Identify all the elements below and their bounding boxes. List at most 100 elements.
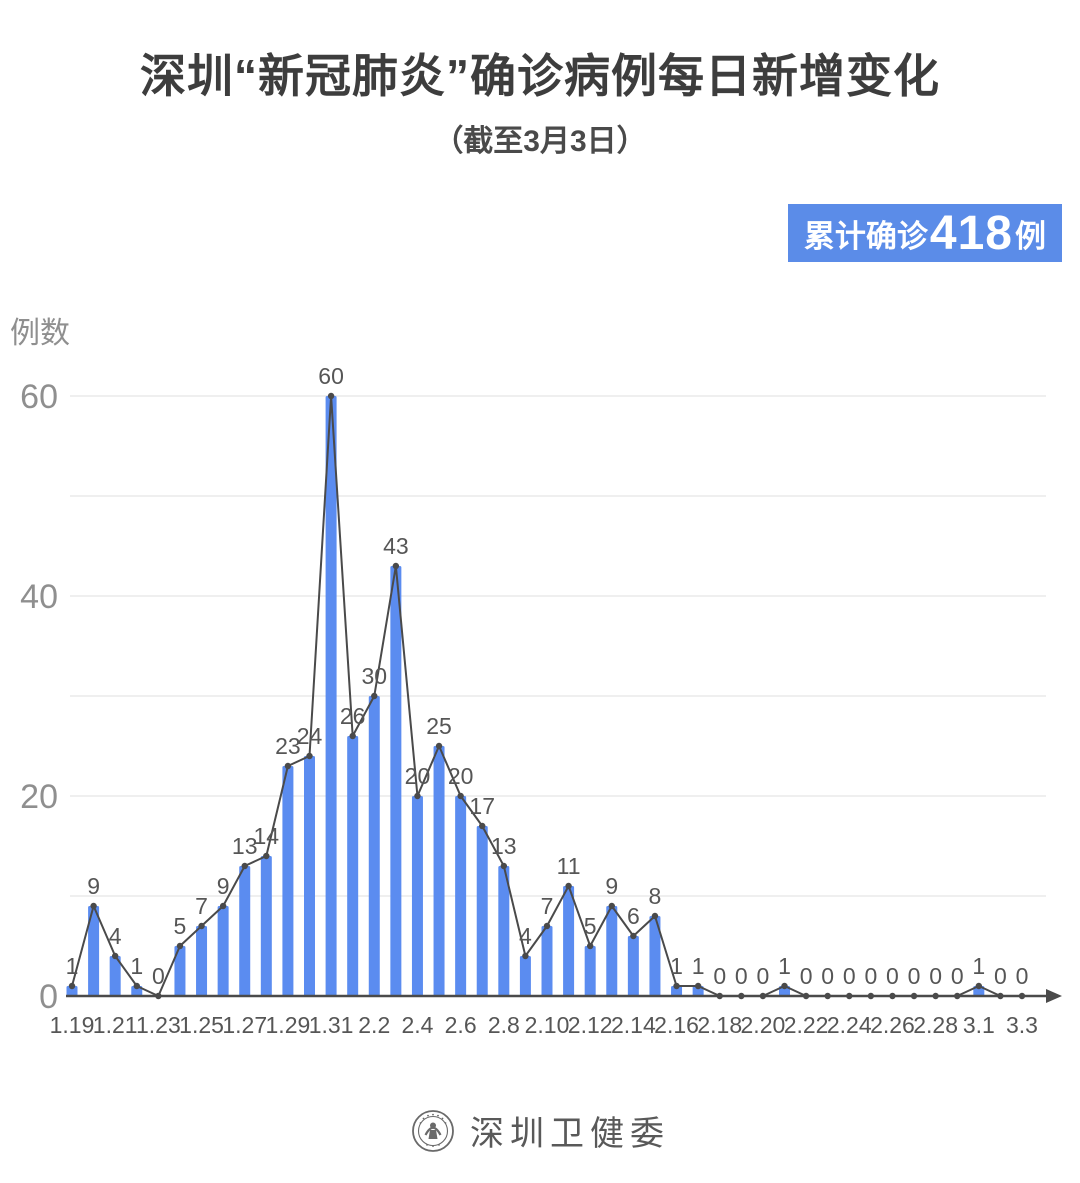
point-marker <box>565 882 572 890</box>
value-label: 17 <box>469 793 495 819</box>
point-marker <box>457 792 464 800</box>
value-label: 0 <box>864 963 877 989</box>
x-tick-label: 2.12 <box>568 1012 613 1038</box>
point-marker <box>522 952 529 960</box>
x-tick-label: 2.24 <box>827 1012 872 1038</box>
badge-suffix-label: 例 <box>1015 218 1046 254</box>
y-tick-label: 40 <box>20 578 58 616</box>
bar <box>692 986 704 996</box>
value-label: 1 <box>130 953 143 979</box>
point-marker <box>889 992 896 1000</box>
y-tick-label: 20 <box>20 778 58 816</box>
point-marker <box>219 902 227 910</box>
bar <box>88 906 100 996</box>
x-tick-label: 3.1 <box>963 1012 995 1038</box>
value-label: 0 <box>908 963 921 989</box>
x-tick-label: 3.3 <box>1006 1012 1038 1038</box>
bar <box>973 986 985 996</box>
bar <box>671 986 683 996</box>
bar <box>325 396 337 996</box>
x-tick-label: 2.6 <box>445 1012 477 1038</box>
value-label: 0 <box>951 963 964 989</box>
badge-total-number: 418 <box>929 206 1013 260</box>
point-marker <box>802 992 810 1000</box>
point-marker <box>198 922 205 930</box>
x-tick-label: 2.10 <box>525 1012 570 1038</box>
value-label: 14 <box>254 823 280 849</box>
value-label: 7 <box>541 893 554 919</box>
point-marker <box>738 992 745 1000</box>
page-title: 深圳“新冠肺炎”确诊病例每日新增变化 <box>140 50 940 102</box>
bar <box>304 756 315 996</box>
bar <box>131 986 143 996</box>
point-marker <box>284 762 292 770</box>
bar <box>66 986 78 996</box>
x-tick-label: 1.29 <box>266 1012 311 1038</box>
bar <box>411 796 423 996</box>
x-tick-label: 1.19 <box>50 1012 95 1038</box>
value-label: 30 <box>361 663 387 689</box>
x-tick-label: 1.31 <box>309 1012 354 1038</box>
point-marker <box>371 692 378 700</box>
bar <box>584 946 596 996</box>
x-tick-label: 2.2 <box>358 1012 390 1038</box>
bar <box>627 936 639 996</box>
value-label: 7 <box>195 893 208 919</box>
bar <box>433 746 445 996</box>
point-marker <box>306 752 313 760</box>
point-marker <box>155 992 162 1000</box>
bar <box>196 926 208 996</box>
point-marker <box>176 942 184 950</box>
value-label: 4 <box>109 923 122 949</box>
point-marker <box>781 982 788 990</box>
x-tick-label: 2.28 <box>913 1012 958 1038</box>
point-marker <box>867 992 875 1000</box>
value-label: 0 <box>1016 963 1029 989</box>
value-label: 23 <box>275 733 301 759</box>
point-marker <box>327 392 335 400</box>
point-marker <box>543 922 551 930</box>
value-label: 0 <box>713 963 726 989</box>
value-label: 25 <box>426 713 452 739</box>
x-tick-label: 2.26 <box>870 1012 915 1038</box>
value-label: 8 <box>649 883 662 909</box>
bar <box>541 926 553 996</box>
point-marker <box>392 562 400 570</box>
y-tick-label: 60 <box>20 378 58 416</box>
x-axis-arrow-icon <box>1046 989 1062 1003</box>
point-marker <box>630 932 637 940</box>
bar <box>476 826 488 996</box>
value-label: 1 <box>778 953 791 979</box>
point-marker <box>824 992 831 1000</box>
point-marker <box>997 992 1004 1000</box>
x-tick-label: 2.14 <box>611 1012 656 1038</box>
value-label: 1 <box>670 953 683 979</box>
point-marker <box>586 942 594 950</box>
value-label: 13 <box>491 833 517 859</box>
point-marker <box>349 732 356 740</box>
point-marker <box>479 822 486 830</box>
point-marker <box>435 742 443 750</box>
value-label: 13 <box>232 833 258 859</box>
point-marker <box>111 952 119 960</box>
value-label: 0 <box>843 963 856 989</box>
value-label: 0 <box>886 963 899 989</box>
x-tick-label: 2.4 <box>401 1012 433 1038</box>
point-marker <box>1018 992 1026 1000</box>
value-label: 0 <box>800 963 813 989</box>
value-label: 0 <box>757 963 770 989</box>
point-marker <box>975 982 983 990</box>
point-marker <box>241 862 248 870</box>
x-tick-label: 2.8 <box>488 1012 520 1038</box>
value-label: 9 <box>605 873 618 899</box>
point-marker <box>263 852 270 860</box>
point-marker <box>694 982 702 990</box>
bar <box>606 906 618 996</box>
point-marker <box>846 992 853 1000</box>
point-marker <box>608 902 615 910</box>
point-marker <box>133 982 140 990</box>
y-tick-label: 0 <box>39 978 58 1016</box>
bar <box>217 906 229 996</box>
